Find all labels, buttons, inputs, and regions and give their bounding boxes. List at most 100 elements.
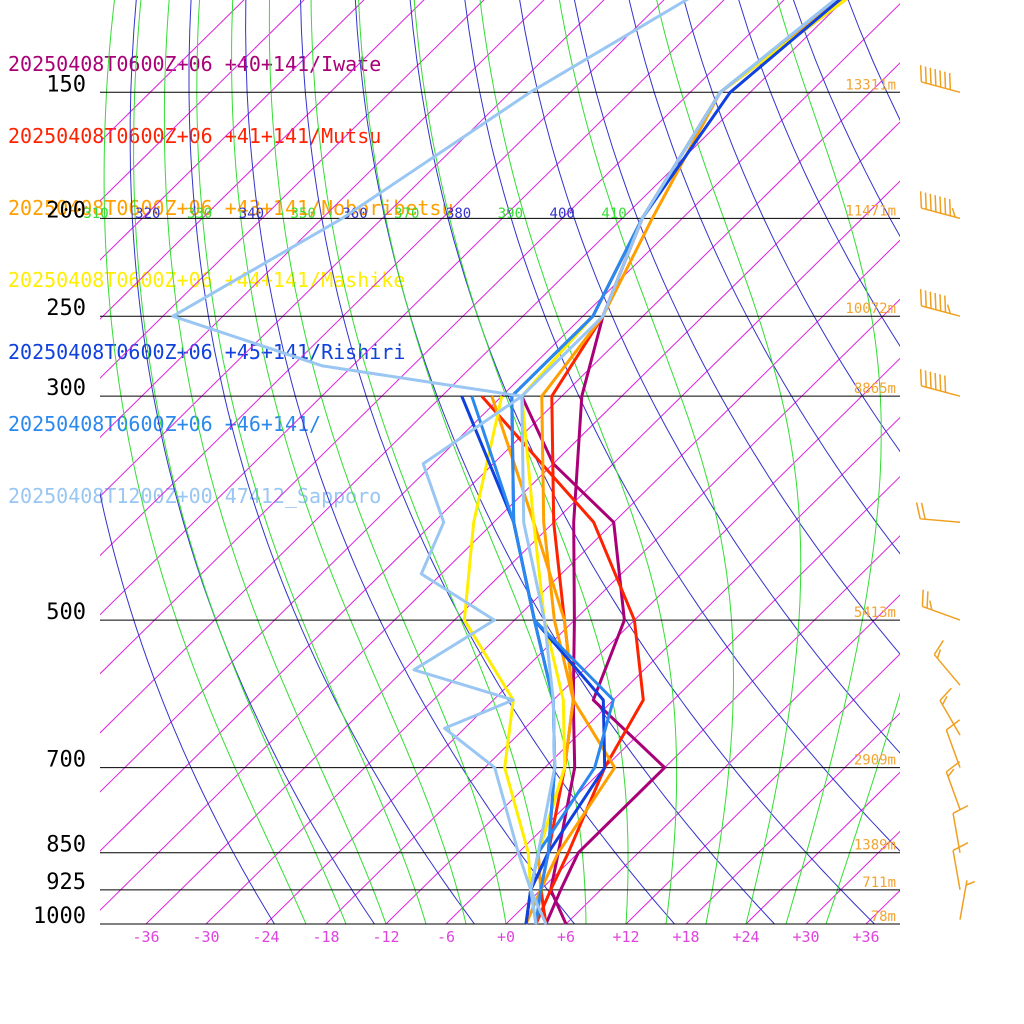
wind-barb xyxy=(915,502,961,524)
theta-label: 310 xyxy=(83,206,108,222)
theta-label: 370 xyxy=(394,206,419,222)
dry-adiabat-line xyxy=(683,0,900,453)
temperature-line xyxy=(510,0,842,925)
moist-adiabat-line xyxy=(196,0,427,924)
moist-adiabat-line xyxy=(656,0,802,924)
legend-entry-46n: 20250408T0600Z+06 +46+141/ xyxy=(8,412,322,436)
dry-adiabat-line xyxy=(792,0,900,238)
wind-barb xyxy=(945,761,961,810)
isotherm-line xyxy=(100,0,605,498)
x-tick-label: +24 xyxy=(732,928,759,946)
isotherm-line xyxy=(100,3,900,793)
wind-barbs xyxy=(915,65,976,920)
dry-adiabat-line xyxy=(573,0,900,655)
pressure-label: 300 xyxy=(46,376,86,401)
x-tick-label: -6 xyxy=(437,928,455,946)
dry-adiabat-line xyxy=(100,491,275,924)
dry-adiabat-line xyxy=(738,0,900,347)
pressure-label: 1000 xyxy=(33,904,86,929)
isotherm-line xyxy=(986,0,1024,924)
isotherm-line xyxy=(565,594,900,924)
isotherm-line xyxy=(100,0,485,379)
dry-adiabat-line xyxy=(464,0,900,852)
height-label: 11471m xyxy=(845,203,896,219)
height-label: 78m xyxy=(871,909,896,925)
isotherm-line xyxy=(100,0,665,557)
wind-barb xyxy=(952,804,969,853)
dry-adiabat-line xyxy=(409,0,875,924)
dry-adiabat-line xyxy=(850,0,1024,924)
dry-adiabat-line xyxy=(519,0,900,754)
dewpoint-line xyxy=(490,395,617,925)
dewpoint-line xyxy=(171,0,690,925)
isotherm-line xyxy=(505,535,900,924)
height-label: 5413m xyxy=(854,605,896,621)
isotherm-line xyxy=(100,121,900,911)
isotherm-line xyxy=(100,0,845,734)
theta-label: 400 xyxy=(550,206,575,222)
dewpoint-line xyxy=(462,395,533,925)
height-label: 1389m xyxy=(854,838,896,854)
height-label: 8865m xyxy=(854,381,896,397)
wind-barb xyxy=(933,640,961,686)
wind-barb xyxy=(919,65,961,94)
isotherm-line xyxy=(325,357,900,924)
x-tick-label: +12 xyxy=(612,928,639,946)
x-tick-label: -36 xyxy=(132,928,159,946)
isotherm-line xyxy=(745,771,900,924)
wind-barb xyxy=(939,687,961,736)
height-label: 13311m xyxy=(845,77,896,93)
x-tick-label: -30 xyxy=(192,928,219,946)
temperature-line xyxy=(539,0,843,925)
dry-adiabat-line xyxy=(188,0,475,924)
dry-adiabat-line xyxy=(628,0,900,555)
isotherm-line xyxy=(865,889,900,924)
dry-adiabat-line xyxy=(847,0,900,121)
dewpoint-line xyxy=(480,395,645,925)
theta-label: 360 xyxy=(342,206,367,222)
pressure-label: 700 xyxy=(46,748,86,773)
dewpoint-line xyxy=(520,395,667,925)
dry-adiabat-line xyxy=(300,0,675,924)
isotherm-line xyxy=(145,180,900,924)
wind-barb xyxy=(919,289,961,317)
theta-label: 330 xyxy=(187,206,212,222)
moist-adiabat-line xyxy=(268,0,507,924)
isotherm-line xyxy=(100,0,785,675)
pressure-label: 925 xyxy=(46,870,86,895)
wind-barb xyxy=(945,719,961,768)
wind-barb xyxy=(921,589,961,621)
moist-adiabat-line xyxy=(231,0,467,924)
height-label: 711m xyxy=(862,875,896,891)
moist-adiabat-line xyxy=(133,0,347,924)
x-tick-label: +30 xyxy=(792,928,819,946)
isotherm-line xyxy=(100,0,305,202)
x-tick-label: -12 xyxy=(372,928,399,946)
isotherm-line xyxy=(445,476,900,924)
wind-barb xyxy=(952,842,969,890)
legend-entry-mashike: 20250408T0600Z+06 +44+141/Mashike xyxy=(8,268,406,292)
temperature-line xyxy=(520,0,838,925)
pressure-label: 200 xyxy=(46,198,86,223)
pressure-label: 850 xyxy=(46,833,86,858)
temperature-line xyxy=(510,0,838,925)
dry-adiabat-line xyxy=(807,0,1024,924)
isotherm-line xyxy=(100,0,425,320)
isotherm-line xyxy=(100,0,725,616)
theta-label: 320 xyxy=(135,206,160,222)
isotherm-line xyxy=(926,0,1024,924)
theta-label: 410 xyxy=(601,206,626,222)
isotherm-line xyxy=(265,298,900,924)
pressure-label: 500 xyxy=(46,600,86,625)
axis-labels: 10015890m15013311m20011471m25010072m3008… xyxy=(33,72,896,946)
height-label: 10072m xyxy=(845,301,896,317)
isobar-lines xyxy=(100,91,900,925)
wind-barb xyxy=(959,880,976,920)
pressure-label: 150 xyxy=(46,72,86,97)
dry-adiabat-line xyxy=(892,0,1024,924)
moist-adiabat-line xyxy=(413,0,629,924)
dry-adiabat-line xyxy=(354,0,775,924)
theta-label: 350 xyxy=(291,206,316,222)
moist-adiabat-line xyxy=(558,0,734,924)
